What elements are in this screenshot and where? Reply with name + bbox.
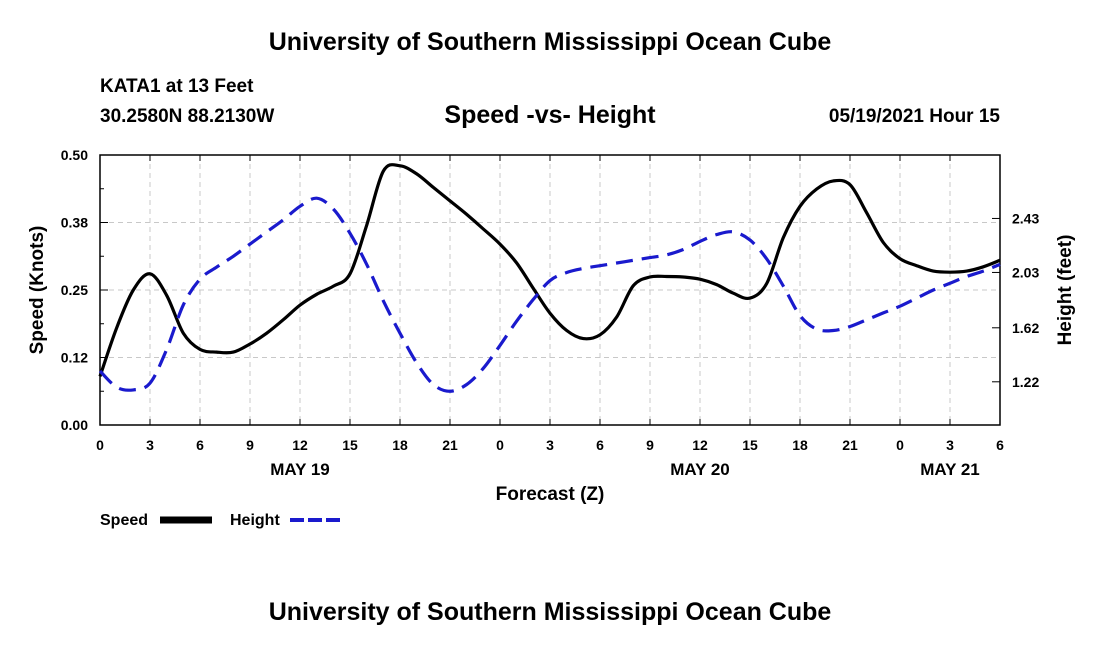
y-right-tick-label: 2.03 xyxy=(1012,264,1039,280)
series xyxy=(98,163,1001,393)
y-left-tick-label: 0.00 xyxy=(61,417,88,433)
axis-labels: 0 3 6 9 12 15 18 21 0 3 6 9 12 15 18 21 0 3 6 0.00 0.12 0.25 0… xyxy=(27,147,1076,505)
x-tick-label: 0 xyxy=(496,437,504,453)
x-tick-label: 3 xyxy=(146,437,154,453)
x-tick-label: 18 xyxy=(392,437,408,453)
y-left-tick-label: 0.50 xyxy=(61,147,88,163)
x-tick-label: 21 xyxy=(842,437,858,453)
station-coordinates: 30.2580N 88.2130W xyxy=(100,106,275,127)
chart-title: Speed -vs- Height xyxy=(444,101,656,129)
x-tick-label: 3 xyxy=(546,437,554,453)
x-tick-label: 12 xyxy=(292,437,308,453)
x-tick-label: 21 xyxy=(442,437,458,453)
x-tick-label: 3 xyxy=(946,437,954,453)
x-tick-label: 6 xyxy=(596,437,604,453)
x-tick-label: 6 xyxy=(196,437,204,453)
y-right-tick-label: 1.22 xyxy=(1012,374,1039,390)
y-left-axis-title: Speed (Knots) xyxy=(27,226,48,355)
y-left-tick-label: 0.38 xyxy=(61,215,88,231)
page-title: University of Southern Mississippi Ocean… xyxy=(268,28,832,56)
legend: Speed Height xyxy=(100,512,342,529)
x-tick-label: 6 xyxy=(996,437,1004,453)
x-tick-label: 0 xyxy=(96,437,104,453)
y-right-axis-title: Height (feet) xyxy=(1055,235,1076,346)
day-label: MAY 21 xyxy=(920,460,980,479)
x-tick-label: 9 xyxy=(246,437,254,453)
legend-speed-label: Speed xyxy=(100,512,148,529)
x-tick-label: 15 xyxy=(342,437,358,453)
forecast-datetime: 05/19/2021 Hour 15 xyxy=(828,106,1000,127)
day-label: MAY 19 xyxy=(270,460,330,479)
plot-frame xyxy=(99,154,1001,426)
axes xyxy=(99,154,1001,426)
x-tick-label: 12 xyxy=(692,437,708,453)
footer-title: University of Southern Mississippi Ocean… xyxy=(268,598,832,626)
speed-series-line xyxy=(98,163,1001,377)
y-right-tick-label: 1.62 xyxy=(1012,320,1039,336)
station-label: KATA1 at 13 Feet xyxy=(100,76,254,97)
y-left-tick-label: 0.25 xyxy=(61,282,88,298)
y-left-tick-label: 0.12 xyxy=(61,350,88,366)
day-label: MAY 20 xyxy=(670,460,730,479)
grid-lines xyxy=(100,155,1000,425)
x-tick-label: 18 xyxy=(792,437,808,453)
x-axis-title: Forecast (Z) xyxy=(496,484,605,505)
y-right-tick-label: 2.43 xyxy=(1012,210,1039,226)
x-tick-label: 0 xyxy=(896,437,904,453)
x-tick-label: 15 xyxy=(742,437,758,453)
height-series-line xyxy=(98,196,1001,393)
legend-height-label: Height xyxy=(230,512,280,529)
x-tick-label: 9 xyxy=(646,437,654,453)
